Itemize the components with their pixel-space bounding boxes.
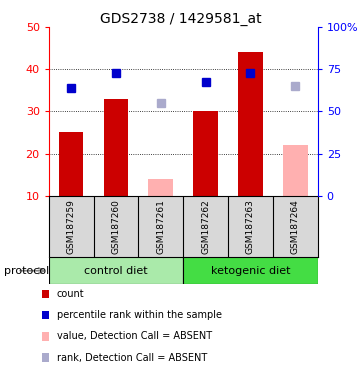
Bar [183, 257, 318, 284]
Text: percentile rank within the sample: percentile rank within the sample [57, 310, 222, 320]
Text: count: count [57, 289, 84, 299]
Bar [148, 179, 173, 196]
Bar [104, 99, 128, 196]
Bar [238, 52, 263, 196]
Bar [193, 111, 218, 196]
Text: GSM187263: GSM187263 [246, 199, 255, 254]
Text: GSM187262: GSM187262 [201, 199, 210, 254]
Text: GSM187260: GSM187260 [112, 199, 121, 254]
Text: GSM187264: GSM187264 [291, 199, 300, 254]
Bar [49, 257, 183, 284]
Text: control diet: control diet [84, 266, 148, 276]
Bar [283, 145, 308, 196]
Text: GDS2738 / 1429581_at: GDS2738 / 1429581_at [100, 12, 261, 25]
Text: rank, Detection Call = ABSENT: rank, Detection Call = ABSENT [57, 353, 207, 362]
Bar [59, 132, 83, 196]
Text: GSM187259: GSM187259 [67, 199, 76, 254]
Text: protocol: protocol [4, 266, 49, 276]
Text: ketogenic diet: ketogenic diet [211, 266, 290, 276]
Text: value, Detection Call = ABSENT: value, Detection Call = ABSENT [57, 331, 212, 341]
Text: GSM187261: GSM187261 [156, 199, 165, 254]
